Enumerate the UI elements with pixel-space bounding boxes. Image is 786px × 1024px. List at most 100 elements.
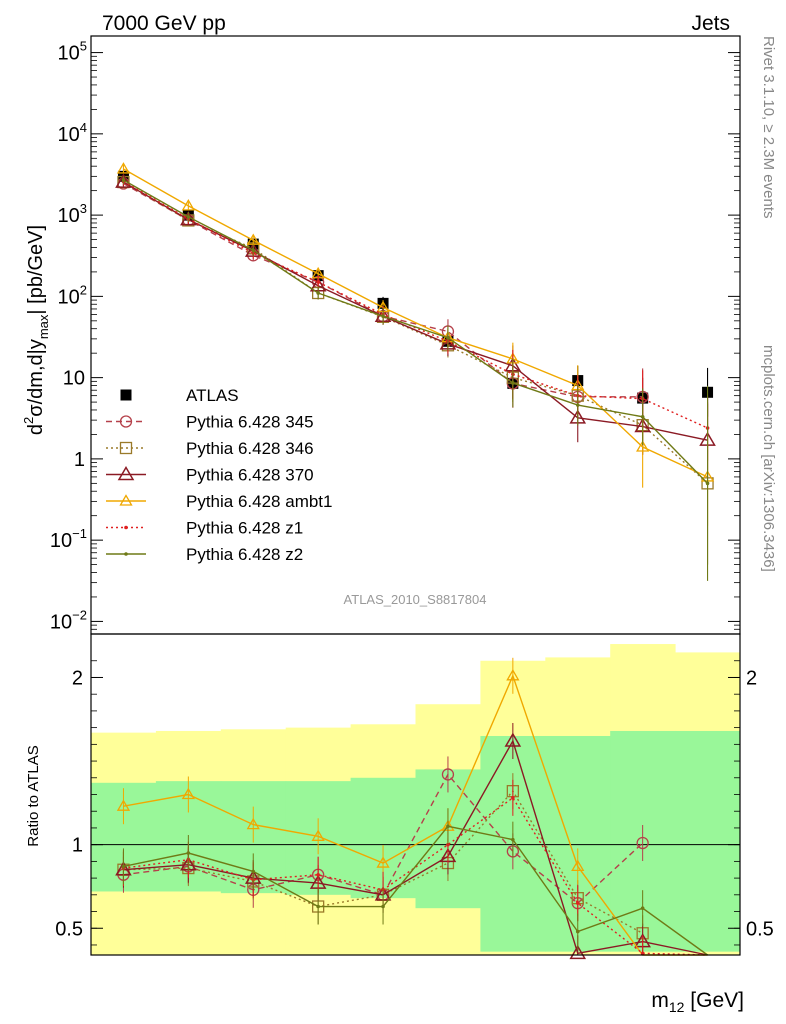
ratio-y-label: Ratio to ATLAS [25, 745, 42, 846]
ratio-ytick-label-2: 2 [72, 667, 83, 689]
series-point-4-0 [116, 162, 131, 174]
ratio-point-3-2 [246, 817, 260, 830]
ratio-ytick-label-0: 0.5 [55, 918, 83, 940]
ratio-line-3 [123, 673, 708, 956]
analysis-label: ATLAS_2010_S8817804 [344, 592, 487, 607]
legend-label-4: Pythia 6.428 ambt1 [186, 492, 332, 511]
series-point-6-8 [640, 414, 645, 419]
series-point-6-2 [251, 248, 256, 252]
ratio-point-5-2 [251, 869, 256, 874]
series-point-4-1 [181, 199, 195, 211]
legend-marker-3 [117, 466, 135, 481]
series-point-6-1 [186, 215, 191, 219]
main-ytick-label-0: 10−2 [50, 607, 87, 633]
series-line-1 [123, 182, 643, 398]
series-6 [121, 175, 710, 581]
series-point-4-2 [246, 233, 260, 245]
ratio-point-5-8 [640, 906, 645, 910]
ratio-point-2-6 [504, 732, 522, 747]
ratio-point-4-6 [511, 796, 515, 800]
series-point-6-6 [511, 381, 515, 385]
ratio-ytick-label-1: 1 [72, 835, 83, 857]
legend-label-2: Pythia 6.428 346 [186, 439, 314, 458]
ratio-point-2-7 [569, 944, 587, 960]
series-0 [117, 170, 714, 419]
series-point-4-8 [636, 440, 650, 452]
series-line-4 [123, 168, 708, 478]
header-left: 7000 GeV pp [102, 12, 226, 35]
ratio-point-3-6 [506, 668, 520, 681]
ratio-line-5 [123, 825, 708, 956]
ratio-point-5-6 [511, 837, 515, 842]
legend-marker-4 [119, 494, 133, 506]
series-line-6 [123, 179, 709, 484]
series-point-6-3 [316, 291, 320, 295]
legend-label-1: Pythia 6.428 345 [186, 413, 314, 432]
ratio-point-5-7 [575, 929, 580, 934]
band-inner-9 [675, 730, 741, 952]
axes: 10−2 10−1 1 10 102 103 104 105 0.5 0.5 1 2 2 [50, 35, 774, 956]
rivet-note: Rivet 3.1.10, ≥ 2.3M events [760, 36, 777, 219]
ratio-point-3-0 [116, 799, 131, 811]
series-point-6-4 [381, 314, 385, 319]
ratio-point-0-8 [636, 836, 649, 850]
ratio-point-5-0 [121, 864, 126, 869]
ratio-point-4-3 [316, 872, 320, 877]
ratio-ytick-label-r-0: 0.5 [746, 918, 774, 940]
legend-entry-5: Pythia 6.428 z1 [106, 519, 303, 538]
mcplots-note: mcplots.cern.ch [arXiv:1306.3436] [760, 345, 777, 572]
series-line-5 [123, 180, 708, 429]
legend-marker-5 [124, 525, 128, 530]
ratio-point-3-1 [181, 787, 195, 800]
ratio-line-0 [123, 773, 644, 905]
main-ytick-label-5: 103 [58, 201, 87, 227]
series-point-5-3 [316, 280, 320, 284]
ratio-point-5-3 [316, 904, 320, 909]
legend-label-0: ATLAS [186, 386, 239, 405]
ratio-plot [115, 657, 708, 960]
main-plot [115, 162, 716, 581]
main-y-label: d2σ/dm,d|ymax| [pb/GeV] [21, 225, 51, 435]
ratio-point-5-1 [186, 851, 191, 855]
x-axis-label: m12 [GeV] [651, 989, 744, 1015]
series-point-6-0 [121, 178, 126, 182]
legend: ATLAS Pythia 6.428 345 Pythia 6.428 346 Pyt… [106, 386, 332, 564]
main-ytick-label-1: 10−1 [50, 526, 87, 552]
ratio-point-4-7 [575, 901, 580, 905]
legend-marker-2 [119, 441, 133, 455]
ratio-line-2 [123, 739, 708, 956]
legend-marker-6 [124, 552, 128, 556]
ratio-point-3-7 [571, 859, 585, 872]
legend-label-3: Pythia 6.428 370 [186, 466, 314, 485]
main-ytick-label-3: 10 [63, 368, 85, 390]
legend-marker-1 [119, 415, 133, 428]
main-ytick-label-2: 1 [74, 449, 85, 471]
ratio-point-3-3 [311, 829, 325, 841]
series-point-6-5 [446, 335, 450, 340]
ratio-point-0-5 [441, 768, 455, 781]
legend-entry-3: Pythia 6.428 370 [106, 466, 314, 485]
legend-label-6: Pythia 6.428 z2 [186, 545, 303, 564]
legend-entry-4: Pythia 6.428 ambt1 [106, 492, 332, 511]
main-ytick-label-6: 104 [58, 120, 87, 146]
ratio-point-5-4 [381, 904, 385, 909]
legend-entry-1: Pythia 6.428 345 [106, 413, 314, 432]
series-point-6-7 [575, 403, 580, 407]
legend-marker-0 [120, 389, 132, 401]
legend-label-5: Pythia 6.428 z1 [186, 519, 303, 538]
main-ytick-label-4: 102 [58, 282, 87, 308]
header-right: Jets [691, 12, 730, 35]
ratio-ytick-label-r-2: 2 [746, 667, 757, 689]
series-point-6-9 [705, 481, 710, 486]
ratio-point-4-8 [640, 951, 645, 956]
ratio-point-4-5 [446, 842, 450, 847]
ratio-point-3-4 [376, 856, 390, 868]
legend-entry-0: ATLAS [120, 386, 239, 405]
ratio-series-5 [121, 808, 708, 956]
legend-entry-6: Pythia 6.428 z2 [106, 545, 303, 564]
series-point-3-0 [115, 173, 132, 188]
main-ytick-label-7: 105 [58, 39, 87, 65]
legend-entry-2: Pythia 6.428 346 [106, 439, 314, 458]
ratio-point-5-5 [446, 824, 450, 829]
